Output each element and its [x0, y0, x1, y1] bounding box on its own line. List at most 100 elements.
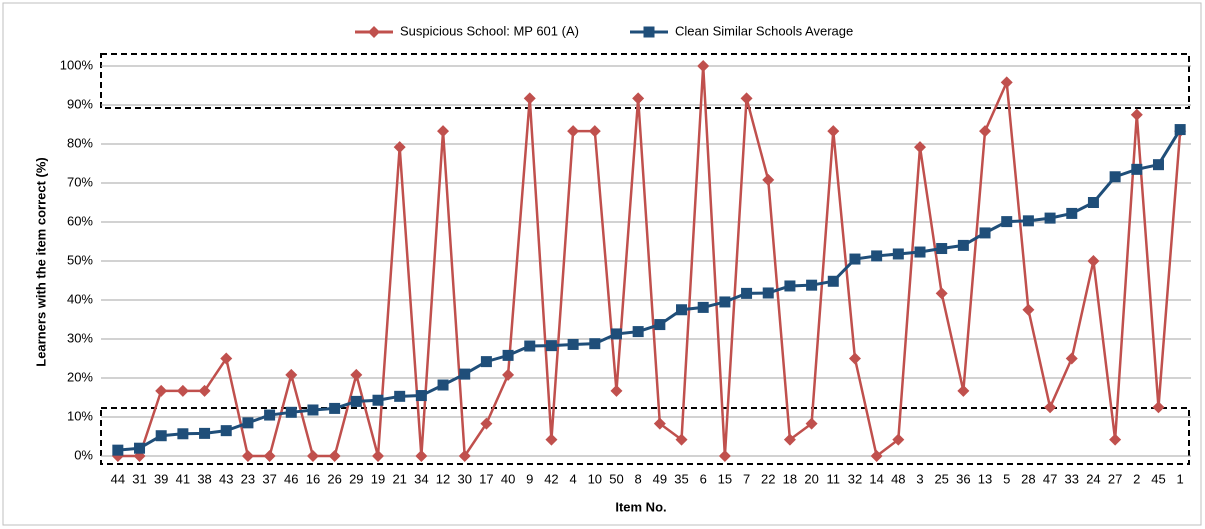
data-point	[307, 404, 319, 416]
data-point	[718, 450, 731, 462]
y-tick-label: 40%	[67, 291, 93, 306]
data-point	[220, 425, 232, 437]
x-tick-label: 18	[783, 471, 797, 486]
data-point	[1022, 215, 1034, 227]
data-point	[372, 450, 384, 462]
x-tick-label: 29	[349, 471, 363, 486]
data-point	[134, 442, 146, 454]
data-point	[914, 246, 926, 258]
data-point	[241, 450, 254, 462]
data-point	[827, 275, 839, 287]
data-point	[350, 395, 362, 407]
data-point	[784, 280, 796, 292]
y-tick-label: 70%	[67, 174, 93, 189]
data-point	[415, 390, 427, 402]
data-point	[437, 125, 450, 138]
data-point	[220, 352, 233, 365]
x-tick-label: 47	[1043, 471, 1057, 486]
data-point	[264, 409, 276, 421]
y-tick-label: 80%	[67, 135, 93, 150]
x-tick-label: 1	[1177, 471, 1184, 486]
data-point	[1001, 216, 1013, 228]
data-point	[957, 384, 970, 397]
x-tick-label: 6	[700, 471, 707, 486]
y-tick-label: 50%	[67, 252, 93, 267]
data-point	[524, 340, 536, 352]
legend-marker	[368, 26, 380, 38]
x-tick-label: 9	[526, 471, 533, 486]
data-point	[198, 384, 211, 397]
x-tick-label: 40	[501, 471, 515, 486]
x-tick-label: 41	[176, 471, 190, 486]
data-point	[1152, 401, 1165, 414]
x-tick-label: 30	[457, 471, 471, 486]
data-point	[697, 301, 709, 313]
data-point	[285, 406, 297, 418]
x-tick-label: 42	[544, 471, 558, 486]
data-point	[155, 430, 167, 442]
y-tick-label: 20%	[67, 369, 93, 384]
data-point	[653, 417, 666, 430]
y-tick-label: 30%	[67, 330, 93, 345]
data-point	[1066, 207, 1078, 219]
data-point	[1065, 352, 1078, 365]
x-tick-label: 32	[848, 471, 862, 486]
data-point	[979, 227, 991, 239]
data-point	[459, 368, 471, 380]
x-tick-label: 44	[111, 471, 125, 486]
x-tick-label: 16	[306, 471, 320, 486]
data-point	[437, 379, 449, 391]
y-tick-label: 10%	[67, 408, 93, 423]
data-point	[199, 427, 211, 439]
x-tick-label: 3	[916, 471, 923, 486]
x-tick-label: 37	[262, 471, 276, 486]
x-tick-label: 5	[1003, 471, 1010, 486]
data-point	[936, 243, 948, 255]
data-point	[741, 287, 753, 299]
data-point	[1174, 124, 1186, 136]
x-tick-label: 46	[284, 471, 298, 486]
data-point	[589, 338, 601, 350]
data-point	[870, 450, 883, 462]
data-point	[914, 141, 926, 154]
y-tick-label: 60%	[67, 213, 93, 228]
data-point	[1022, 303, 1035, 316]
data-point	[588, 125, 601, 138]
data-point	[610, 384, 623, 397]
y-tick-label: 0%	[74, 447, 93, 462]
highlight-box	[100, 407, 1190, 465]
x-tick-label: 8	[635, 471, 642, 486]
legend-label: Suspicious School: MP 601 (A)	[400, 23, 579, 38]
x-tick-label: 25	[934, 471, 948, 486]
data-point	[1130, 108, 1143, 121]
data-point	[502, 349, 514, 361]
series-line	[117, 65, 1182, 460]
x-tick-label: 19	[371, 471, 385, 486]
data-point	[1087, 197, 1099, 208]
x-tick-label: 31	[132, 471, 146, 486]
highlight-box	[100, 53, 1190, 109]
data-point	[632, 326, 644, 338]
data-point	[632, 92, 645, 105]
data-point	[697, 60, 710, 72]
data-point	[350, 368, 363, 381]
data-point	[827, 125, 840, 138]
data-point	[979, 125, 992, 138]
data-point	[415, 450, 428, 462]
data-point	[176, 384, 189, 397]
data-point	[762, 287, 774, 299]
x-tick-label: 38	[197, 471, 211, 486]
data-point	[242, 417, 254, 429]
data-point	[676, 304, 688, 316]
x-tick-label: 10	[588, 471, 602, 486]
data-point	[957, 239, 969, 251]
x-tick-label: 15	[718, 471, 732, 486]
data-point	[805, 417, 818, 430]
data-point	[871, 250, 883, 262]
data-point	[892, 248, 904, 260]
data-point	[849, 253, 861, 265]
data-point	[112, 444, 124, 456]
x-tick-label: 49	[653, 471, 667, 486]
data-point	[892, 433, 905, 446]
